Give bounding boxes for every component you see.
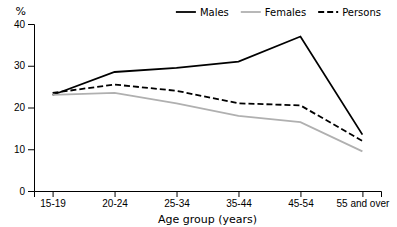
x-tick-mark	[300, 191, 301, 197]
x-tick-mark	[238, 191, 239, 197]
y-axis-line	[28, 25, 35, 192]
x-tick: 15-19	[40, 191, 66, 209]
y-tick-mark	[28, 66, 34, 67]
chart: 15-19 20-24 25-34 35-44 45-54 55 and over 0 10 2…	[0, 0, 397, 227]
x-tick-label: 20-24	[102, 198, 128, 209]
y-tick: 40	[14, 19, 34, 30]
x-tick-label: 55 and over	[336, 198, 389, 209]
x-tick: 20-24	[102, 191, 128, 209]
plot-area: 15-19 20-24 25-34 35-44 45-54 55 and over 0 10 2…	[14, 19, 390, 209]
series-line	[53, 37, 363, 135]
y-tick: 10	[14, 144, 34, 155]
y-tick-mark	[28, 24, 34, 25]
x-axis: 15-19 20-24 25-34 35-44 45-54 55 and over	[35, 191, 390, 209]
legend: Males Females Persons	[176, 7, 381, 18]
y-axis: 0 10 20 30 40	[14, 19, 35, 197]
series-line	[53, 85, 363, 141]
x-tick: 25-34	[164, 191, 190, 209]
y-tick-label: 30	[14, 60, 26, 71]
x-tick-label: 15-19	[40, 198, 66, 209]
y-tick-mark	[28, 108, 34, 109]
y-tick-label: 20	[14, 102, 26, 113]
y-tick-mark	[28, 191, 34, 192]
legend-swatch	[241, 11, 261, 13]
legend-label: Males	[200, 7, 229, 18]
legend-swatch	[176, 11, 196, 13]
legend-label: Females	[265, 7, 306, 18]
x-tick: 35-44	[226, 191, 252, 209]
legend-swatch	[318, 11, 338, 13]
y-tick: 0	[19, 186, 34, 197]
x-tick-label: 45-54	[288, 198, 314, 209]
x-axis-line	[35, 192, 382, 198]
x-tick-mark	[53, 191, 54, 197]
legend-item: Females	[241, 7, 306, 18]
x-tick-label: 35-44	[226, 198, 252, 209]
y-tick-label: 10	[14, 144, 26, 155]
y-tick: 20	[14, 102, 34, 113]
y-tick-label: 0	[19, 186, 25, 197]
y-tick-label: 40	[14, 19, 26, 30]
x-tick: 55 and over	[336, 191, 389, 209]
x-tick-mark	[177, 191, 178, 197]
x-tick-mark	[362, 191, 363, 197]
legend-item: Persons	[318, 7, 381, 18]
x-axis-title: Age group (years)	[158, 213, 257, 226]
x-tick-label: 25-34	[164, 198, 190, 209]
lines	[53, 37, 363, 152]
y-tick: 30	[14, 60, 34, 71]
legend-label: Persons	[342, 7, 381, 18]
y-axis-title: %	[16, 5, 26, 18]
x-tick-mark	[115, 191, 116, 197]
y-tick-mark	[28, 149, 34, 150]
legend-item: Males	[176, 7, 229, 18]
x-tick: 45-54	[288, 191, 314, 209]
series-line	[53, 93, 363, 151]
